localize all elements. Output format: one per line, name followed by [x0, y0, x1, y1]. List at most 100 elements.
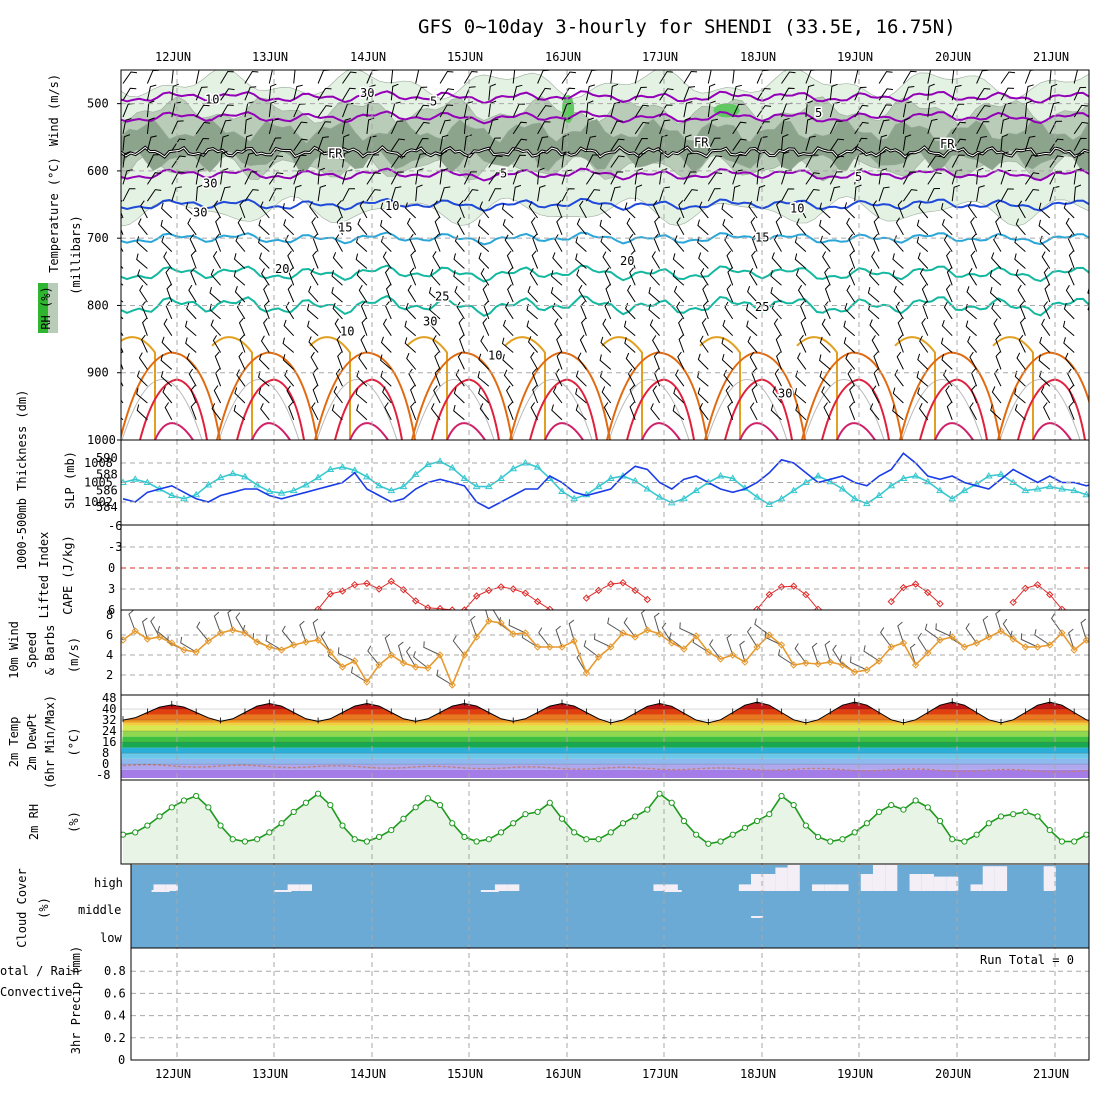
wind-barb: [404, 337, 417, 353]
wind-barb: [872, 200, 880, 219]
wind-barb: [282, 354, 295, 370]
rh2m-line-point: [936, 817, 944, 825]
rh2m-line-point: [814, 833, 822, 841]
li-tick: 3: [108, 582, 115, 596]
wind-barb: [463, 86, 476, 101]
wind10m-speed-line-point: [777, 641, 786, 649]
pressure-tick: 600: [87, 164, 109, 178]
wind-barb: [390, 83, 399, 101]
wind-barb: [580, 301, 587, 320]
wind-barb: [781, 87, 795, 101]
wind-barb: [488, 70, 493, 84]
rh2m-line-point: [888, 801, 895, 809]
wind-barb: [312, 385, 319, 404]
wind-barb: [805, 135, 816, 151]
temp-bands: [121, 702, 1089, 778]
wind-barb: [1049, 138, 1064, 151]
wind-barb: [732, 84, 743, 101]
wind-barb: [976, 167, 984, 185]
wind-barb: [989, 286, 1002, 303]
rh2m-line-point: [705, 840, 712, 847]
wind-barb: [405, 202, 417, 219]
rh-swatch-mid: [48, 283, 58, 333]
wind-barb: [575, 253, 587, 269]
wind-barb: [726, 250, 734, 269]
wind-barb: [943, 234, 953, 252]
wind-barb: [479, 201, 490, 219]
rh2m-line-point: [1034, 813, 1041, 820]
wind-barb: [846, 284, 856, 303]
cloud-high-bar: [153, 884, 166, 891]
rh2m-line-point: [619, 820, 627, 827]
wind-barb: [634, 184, 643, 202]
wind10m-barb: [668, 632, 685, 650]
lifted-index-point: [643, 595, 652, 604]
wind-barb: [478, 252, 490, 269]
temp-band: [121, 736, 1089, 743]
wind-barb: [342, 87, 356, 101]
wind-barb: [268, 118, 279, 135]
wind-barb: [332, 252, 343, 269]
wind-barb: [917, 252, 929, 269]
wind-barb: [537, 185, 546, 202]
temp2m-panel: [121, 698, 1089, 778]
wind-barb: [581, 317, 587, 336]
precip-axis-label: 3hr Precip (mm): [69, 946, 83, 1054]
wind-barb: [263, 317, 270, 336]
wind-barb: [317, 184, 327, 202]
wind-barb: [829, 138, 845, 151]
wind10m-barb: [623, 617, 636, 638]
wind-barb: [976, 136, 987, 151]
contour-35: [899, 351, 1001, 440]
wind-barb: [190, 267, 197, 286]
wind-barb: [458, 317, 465, 336]
temp2m-units: (°C): [67, 728, 81, 757]
rh2m-line-point: [217, 822, 224, 829]
wind-barb: [161, 336, 173, 353]
wind10m-speed-line-point: [229, 626, 237, 634]
wind-barb: [195, 121, 211, 135]
wind10m-barb: [897, 621, 904, 644]
wind-barb: [601, 386, 612, 404]
wind-barb: [629, 250, 636, 269]
wind-barb: [244, 117, 252, 134]
wind-barb: [537, 121, 551, 135]
date-label-bottom: 21JUN: [1033, 1067, 1069, 1081]
grid-lines: [121, 70, 1089, 1060]
rh2m-line-point: [693, 831, 700, 838]
thickness-line-point: [460, 474, 469, 481]
wind-barb: [749, 268, 758, 286]
wind10m-speed-line-point: [1046, 641, 1054, 649]
wind-barb: [873, 351, 880, 370]
rh2m-line-point: [558, 815, 566, 822]
wind10m-barb: [423, 641, 441, 656]
wind-barb: [628, 233, 636, 252]
wind-barb: [844, 302, 856, 320]
thickness-line-point: [1096, 496, 1100, 501]
wind-barb: [829, 83, 838, 101]
wind-barb: [136, 370, 148, 387]
rh2m-line-point: [827, 838, 834, 845]
wind-barb: [969, 351, 978, 370]
contour-30: [211, 336, 253, 440]
wind-barb: [800, 317, 807, 336]
date-label-top: 12JUN: [155, 50, 191, 64]
wind-barb: [867, 286, 880, 303]
contour-20: [121, 264, 1089, 283]
wind-barb: [775, 216, 782, 235]
temp-band: [121, 702, 1089, 704]
wind-barb: [385, 284, 392, 303]
wind-barb: [726, 284, 734, 303]
wind10m-speed-line-point: [533, 643, 542, 651]
thickness-line-point: [484, 482, 493, 490]
wind-barb: [160, 354, 173, 370]
wind-barb: [244, 152, 255, 168]
wind-barb: [805, 188, 820, 202]
wind10m-barb: [320, 631, 331, 653]
wind10m-barb: [299, 620, 307, 643]
wind-barb: [439, 150, 448, 168]
wind10m-barb: [397, 641, 404, 664]
rh2m-line-point: [121, 831, 127, 838]
wind-barb: [917, 353, 929, 370]
